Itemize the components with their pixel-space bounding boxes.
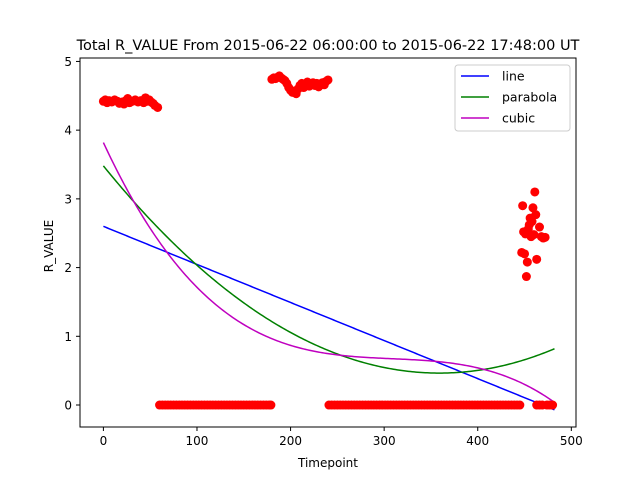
x-axis: 0 100 200 300 400 500 [100,427,583,448]
fit-curves [102,142,555,411]
data-points [98,71,558,410]
y-tick-label: 2 [64,261,72,275]
y-axis-label: R_VALUE [42,220,56,272]
legend: line parabola cubic [454,64,571,132]
legend-box [454,64,571,132]
y-tick-label: 5 [64,55,72,69]
legend-label-line: line [502,69,525,84]
data-point [153,102,163,112]
series-line-cubic [102,142,555,403]
data-point [528,203,538,213]
x-tick-label: 400 [466,434,489,448]
x-tick-label: 0 [100,434,108,448]
x-tick-label: 300 [373,434,396,448]
data-point [520,249,530,259]
x-tick-label: 200 [279,434,302,448]
data-point [531,210,541,220]
x-tick-label: 100 [186,434,209,448]
y-tick-label: 3 [64,192,72,206]
data-point [532,254,542,264]
x-axis-label: Timepoint [297,456,358,470]
x-tick-label: 500 [560,434,583,448]
data-point [535,222,544,232]
data-point [521,272,531,282]
series-line-line [103,225,555,411]
data-point [522,257,532,267]
y-tick-label: 1 [64,330,72,344]
data-point [527,217,537,227]
series-line-parabola [102,165,555,374]
legend-label-parabola: parabola [502,90,557,105]
chart-title: Total R_VALUE From 2015-06-22 06:00:00 t… [76,38,580,54]
y-axis: 0 1 2 3 4 5 [64,55,80,413]
data-point [548,400,558,410]
data-point [515,400,525,410]
plot-frame [79,57,577,428]
data-point [518,201,528,211]
data-point [323,75,333,85]
data-point [266,400,276,410]
legend-label-cubic: cubic [502,111,535,126]
y-tick-label: 0 [64,399,72,413]
data-point [530,187,540,197]
y-tick-label: 4 [64,124,72,138]
data-point [540,232,550,242]
data-point [529,230,539,240]
